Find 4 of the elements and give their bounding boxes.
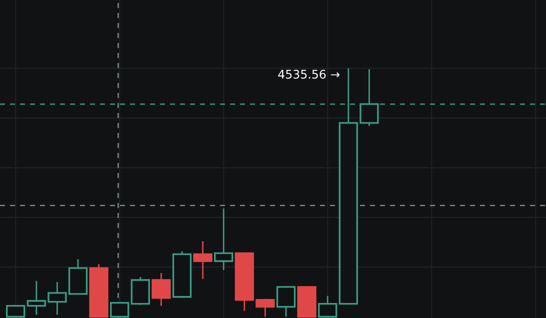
annotation: 4535.56 → bbox=[278, 70, 340, 79]
candlestick bbox=[214, 208, 234, 271]
candlestick bbox=[193, 240, 212, 280]
candlestick bbox=[152, 272, 171, 307]
